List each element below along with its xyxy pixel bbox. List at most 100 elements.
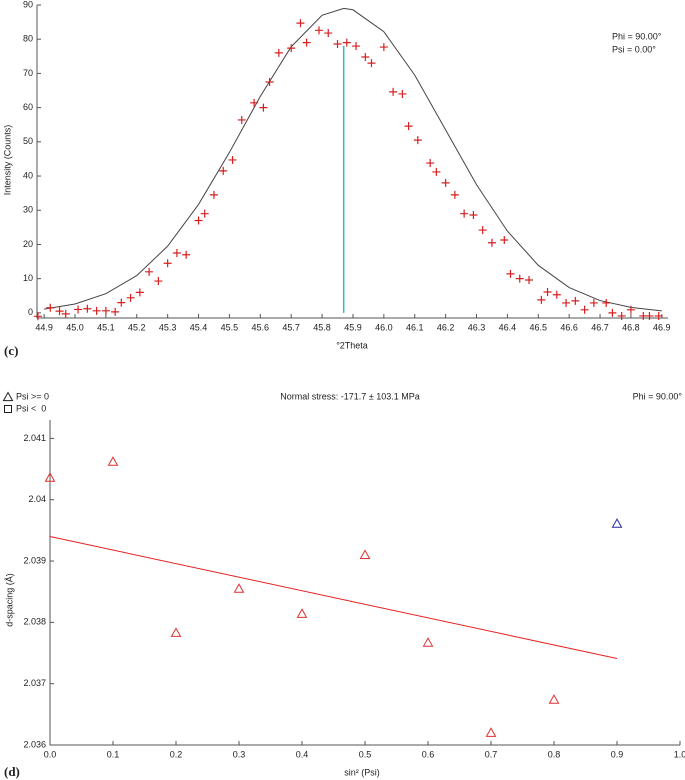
data-point (389, 87, 398, 96)
data-point (422, 637, 434, 647)
y-axis-label: Intensity (Counts) (2, 125, 12, 196)
data-point (413, 136, 422, 145)
data-point (450, 190, 459, 199)
data-point (359, 549, 371, 560)
data-point (500, 236, 509, 245)
data-point (426, 159, 435, 168)
data-point (145, 267, 154, 276)
x-tick-label: 46.9 (653, 322, 671, 332)
data-point (219, 166, 228, 175)
x-tick-label: 0.0 (44, 749, 57, 759)
data-point (314, 26, 323, 35)
legend-label: Psi >= 0 (16, 391, 49, 401)
data-point (92, 306, 101, 315)
data-point (654, 311, 663, 320)
data-point (469, 211, 478, 220)
x-tick-label: 45.4 (190, 322, 208, 332)
x-tick-label: 0.4 (296, 749, 309, 759)
data-point (55, 307, 64, 316)
data-point (552, 290, 561, 299)
data-point (126, 293, 135, 302)
y-tick-label: 70 (23, 68, 33, 78)
x-tick-label: 0.2 (170, 749, 183, 759)
x-tick-label: 46.3 (468, 322, 486, 332)
legend-label: Psi < 0 (16, 403, 46, 413)
x-tick-label: 45.5 (221, 322, 239, 332)
x-axis-label: °2Theta (336, 340, 368, 350)
x-tick-label: 45.0 (66, 322, 84, 332)
data-point (602, 298, 611, 307)
panel-label: (d) (4, 764, 20, 779)
data-point (265, 77, 274, 86)
x-tick-label: 46.2 (437, 322, 455, 332)
legend-marker (2, 391, 14, 402)
annotation: Normal stress: -171.7 ± 103.1 MPa (280, 391, 420, 401)
x-tick-label: 46.1 (406, 322, 424, 332)
data-point (83, 304, 92, 313)
x-tick-label: 45.1 (97, 322, 115, 332)
data-point (46, 303, 55, 312)
data-point (107, 456, 119, 466)
data-point (548, 694, 560, 704)
data-point (342, 38, 351, 47)
data-point (617, 311, 626, 320)
annotation: Phi = 90.00° (633, 391, 683, 401)
x-tick-label: 46.6 (560, 322, 578, 332)
panel-label: (c) (4, 343, 18, 358)
x-tick-label: 46.0 (375, 322, 393, 332)
data-point (580, 305, 589, 314)
x-tick-label: 0.7 (485, 749, 498, 759)
chart-panel: 0.0 0.1 0.2 0.3 0.4 0.5 0.6 0.7 0.8 0.9 1.0 2.036 2.… (2, 391, 685, 779)
data-point (562, 298, 571, 307)
fit-line (49, 536, 618, 660)
y-tick-label: 30 (23, 205, 33, 215)
x-tick-label: 0.5 (359, 749, 372, 759)
data-point (170, 627, 182, 637)
fit-line (44, 7, 662, 312)
y-tick-label: 50 (23, 136, 33, 146)
y-axis-label: d-spacing (Å) (4, 573, 14, 627)
data-point (537, 295, 546, 304)
x-tick-label: 45.9 (344, 322, 362, 332)
data-point (611, 518, 623, 528)
data-point (163, 259, 172, 268)
data-point (379, 43, 388, 52)
y-tick-label: 80 (23, 34, 33, 44)
data-point (525, 276, 534, 285)
data-point (296, 19, 305, 28)
annotation: Phi = 90.00° (612, 31, 662, 41)
x-tick-label: 1.0 (674, 749, 685, 759)
x-tick-label: 45.6 (252, 322, 270, 332)
x-tick-label: 46.5 (530, 322, 548, 332)
data-point (296, 608, 308, 618)
y-tick-label: 10 (23, 273, 33, 283)
data-point (61, 309, 70, 318)
data-point (398, 89, 407, 98)
data-point (404, 122, 413, 131)
data-point (367, 59, 376, 68)
data-point (274, 48, 283, 57)
data-point (194, 216, 203, 225)
data-point (233, 583, 245, 593)
x-tick-label: 0.1 (107, 749, 120, 759)
data-point (485, 727, 497, 737)
data-point (608, 308, 617, 317)
data-point (333, 39, 342, 48)
data-point (478, 226, 487, 235)
data-point (172, 249, 181, 258)
data-point (487, 238, 496, 247)
data-point (361, 52, 370, 61)
data-point (571, 296, 580, 305)
x-tick-label: 46.7 (591, 322, 609, 332)
data-point (250, 98, 259, 107)
data-point (259, 103, 268, 112)
y-tick-label: 2.038 (23, 617, 46, 627)
x-tick-label: 46.4 (499, 322, 517, 332)
data-point (352, 42, 361, 51)
x-tick-label: 0.6 (422, 749, 435, 759)
data-point (44, 472, 56, 482)
x-tick-label: 0.8 (548, 749, 561, 759)
legend-marker (4, 405, 12, 413)
data-point (645, 311, 654, 320)
y-tick-label: 0 (28, 307, 33, 317)
